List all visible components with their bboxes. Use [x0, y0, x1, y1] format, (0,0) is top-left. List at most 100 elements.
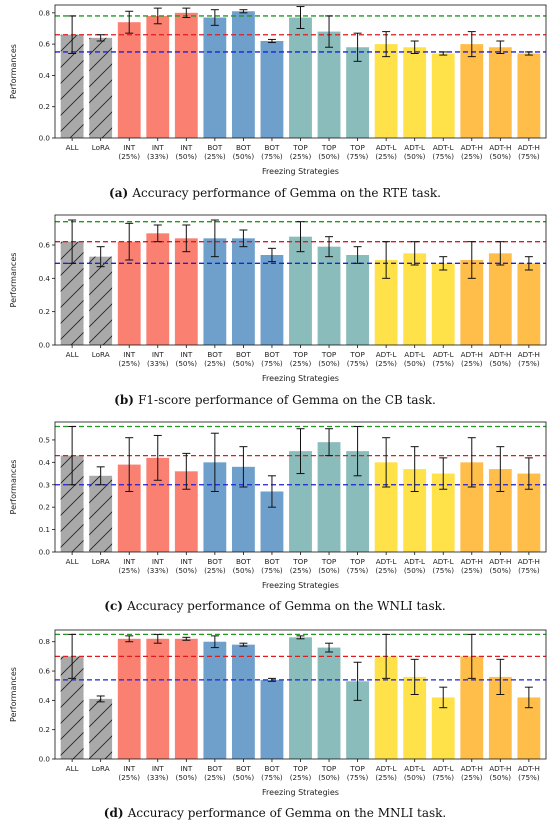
bar-adt-h-16: [517, 263, 541, 345]
error-bar-13: [439, 686, 448, 709]
y-tick-label: 0.1: [39, 525, 50, 534]
bar-top-10: [346, 47, 370, 139]
x-tick-label: BOT (75%): [261, 557, 283, 575]
bar-adt-h-15: [488, 469, 512, 552]
x-tick-label: BOT (50%): [233, 350, 255, 368]
error-bar-1: [96, 695, 105, 703]
x-tick-label: INT (25%): [118, 557, 140, 575]
x-tick-label: INT (25%): [118, 350, 140, 368]
x-tick-label: ADT-L (50%): [404, 143, 426, 161]
y-axis-label: Performances: [9, 460, 18, 515]
bar-adt-h-15: [488, 253, 512, 345]
error-bar-2: [125, 10, 134, 34]
y-tick-label: 0.4: [39, 274, 51, 283]
bar-adt-l-12: [403, 676, 427, 759]
error-bar-7: [267, 475, 276, 508]
bar-adt-l-12: [403, 253, 427, 345]
x-tick-label: INT (33%): [147, 764, 169, 782]
error-bar-7: [267, 247, 276, 263]
bar-adt-l-13: [431, 697, 455, 759]
error-bar-7: [267, 677, 276, 682]
x-tick-label: INT (25%): [118, 764, 140, 782]
error-bar-14: [467, 437, 476, 488]
error-bar-8: [296, 635, 305, 640]
error-bar-5: [210, 635, 219, 649]
bar-bot-7: [260, 40, 284, 138]
bar-bot-6: [231, 11, 255, 139]
y-axis-label: Performances: [9, 44, 18, 99]
x-tick-label: TOP (25%): [290, 143, 312, 161]
x-tick-label: ALL: [66, 764, 79, 773]
bar-adt-h-14: [460, 260, 484, 345]
error-bar-2: [125, 222, 134, 261]
error-bar-12: [410, 40, 419, 55]
y-tick-label: 0.0: [39, 755, 51, 764]
error-bar-0: [68, 219, 77, 264]
panel-label: (c): [104, 599, 127, 613]
x-tick-label: ADT-L (50%): [404, 764, 426, 782]
error-bar-0: [68, 633, 77, 679]
error-bar-2: [125, 635, 134, 643]
bar-hatch-0: [60, 34, 84, 138]
bar-hatch-1: [89, 37, 113, 138]
y-tick-label: 0.2: [39, 102, 50, 111]
error-bar-16: [524, 686, 533, 709]
panel-label: (b): [114, 393, 138, 407]
y-tick-label: 0.5: [39, 435, 50, 444]
x-tick-label: ADT-H (50%): [489, 764, 511, 782]
x-tick-label: TOP (75%): [347, 350, 369, 368]
error-bar-7: [267, 38, 276, 44]
x-axis-label: Freezing Strategies: [262, 374, 339, 383]
bar-int-2: [117, 22, 141, 139]
x-tick-label: TOP (75%): [347, 143, 369, 161]
error-bar-2: [125, 437, 134, 492]
x-tick-label: BOT (75%): [261, 350, 283, 368]
x-tick-label: ALL: [66, 350, 79, 359]
x-tick-label: INT (33%): [147, 557, 169, 575]
error-bar-11: [382, 241, 391, 279]
error-bar-15: [496, 40, 505, 55]
y-tick-label: 0.6: [39, 667, 51, 676]
error-bar-14: [467, 31, 476, 58]
bar-top-8: [289, 236, 312, 345]
x-tick-label: ADT-L (50%): [404, 557, 426, 575]
error-bar-9: [325, 236, 334, 258]
x-tick-label: LoRA: [92, 350, 110, 359]
bar-bot-6: [231, 466, 255, 552]
x-tick-label: ADT-H (25%): [461, 557, 483, 575]
x-tick-label: TOP (50%): [318, 764, 340, 782]
error-bar-1: [96, 246, 105, 268]
x-tick-label: BOT (75%): [261, 143, 283, 161]
bar-int-2: [117, 464, 141, 552]
y-tick-label: 0.2: [39, 725, 50, 734]
x-tick-label: BOT (25%): [204, 350, 226, 368]
x-tick-label: ADT-L (75%): [432, 143, 454, 161]
bar-adt-h-15: [488, 47, 512, 139]
x-axis-label: Freezing Strategies: [262, 788, 339, 797]
error-bar-12: [410, 658, 419, 695]
panel-caption: (d) Accuracy performance of Gemma on the…: [104, 806, 446, 820]
panel-caption: (b) F1-score performance of Gemma on the…: [114, 393, 436, 407]
chart-panel-a: 0.0 0.2 0.4 0.6 0.8 ALL LoRA INT (25%) INT (33%) IN…: [9, 4, 547, 200]
x-tick-label: INT (33%): [147, 350, 169, 368]
bar-adt-h-14: [460, 656, 484, 759]
error-bar-9: [325, 15, 334, 48]
error-bar-4: [182, 7, 191, 19]
chart-panel-d: 0.0 0.2 0.4 0.6 0.8 ALL LoRA INT (25%) INT (33%) IN…: [9, 629, 547, 820]
bar-top-8: [289, 637, 312, 759]
error-bar-5: [210, 9, 219, 26]
bar-adt-h-16: [517, 697, 541, 759]
x-tick-label: INT (50%): [176, 764, 198, 782]
bar-adt-l-12: [403, 469, 427, 552]
error-bar-13: [439, 256, 448, 271]
x-tick-label: INT (50%): [176, 143, 198, 161]
error-bar-0: [68, 15, 77, 55]
bar-adt-h-16: [517, 53, 541, 138]
error-bar-15: [496, 658, 505, 695]
error-bar-1: [96, 466, 105, 486]
x-tick-label: ALL: [66, 143, 79, 152]
bar-int-2: [117, 241, 141, 345]
x-tick-label: ADT-H (75%): [518, 764, 540, 782]
x-tick-label: TOP (50%): [318, 557, 340, 575]
error-bar-9: [325, 428, 334, 457]
